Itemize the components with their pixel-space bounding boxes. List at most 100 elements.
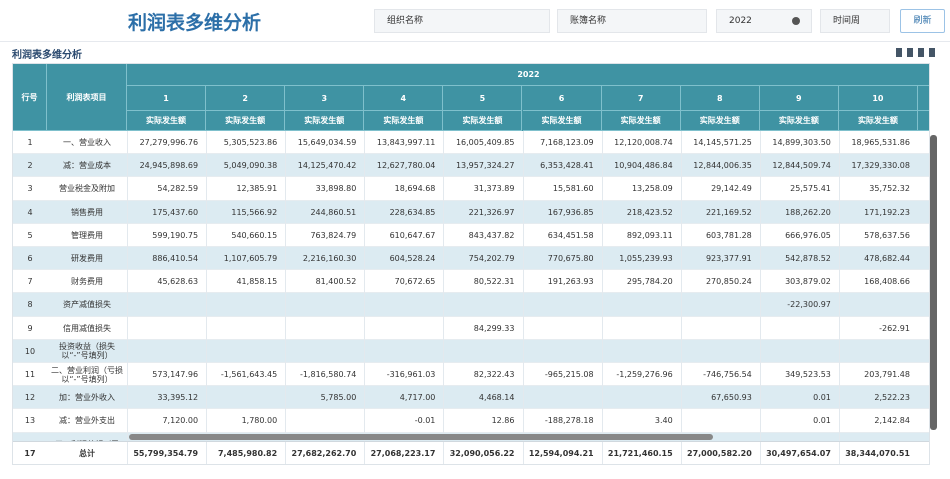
row-no: 11: [24, 370, 36, 380]
table: 行号 利润表项目 2022 1 实际发生额 2 实际发生额 3 实际发生额 4 实际发生额 5 实际发生…: [12, 63, 930, 465]
value-cell: 218,423.52: [601, 200, 681, 224]
value-cell: 14,125,470.42: [285, 154, 364, 178]
value-cell: 175,437.60: [127, 200, 206, 224]
value-cell: [285, 316, 364, 340]
row-item: 信用减值损失: [63, 323, 111, 333]
value-cell: -188,278.18: [522, 409, 602, 433]
refresh-button[interactable]: 刷新: [900, 9, 945, 33]
value-cell: 38,344,070.51: [838, 442, 918, 464]
value-cell: [364, 293, 443, 317]
value-cell: 3.40: [601, 409, 681, 433]
row-no: 4: [27, 207, 33, 217]
row-no: 3: [27, 184, 33, 194]
value-cell: 188,262.20: [759, 200, 839, 224]
value-cell: 13,957,324.27: [443, 154, 522, 178]
value-cell: 603,781.28: [680, 223, 760, 247]
value-cell: [838, 293, 918, 317]
book-input[interactable]: 账簿名称: [557, 9, 707, 33]
period-header: 10: [838, 86, 918, 111]
h-scrollbar[interactable]: [129, 434, 713, 440]
value-cell: 7,485,980.82: [206, 442, 285, 464]
value-cell: [601, 339, 681, 363]
value-cell: 84,299.33: [443, 316, 522, 340]
value-cell: 578,637.56: [838, 223, 918, 247]
value-cell: -1,259,276.96: [601, 363, 681, 387]
value-cell: 1,780.00: [206, 409, 285, 433]
value-cell: 12,120,008.74: [601, 131, 681, 155]
value-cell: 18,694.68: [364, 177, 443, 201]
value-cell: 5,785.00: [285, 386, 364, 410]
v-scrollbar[interactable]: [930, 135, 937, 430]
value-cell: 892,093.11: [601, 223, 681, 247]
value-cell: 542,878.52: [759, 247, 839, 271]
row-bg: [13, 363, 929, 387]
value-cell: [127, 339, 206, 363]
row-item: 营业税金及附加: [59, 184, 115, 194]
value-cell: 5,305,523.86: [206, 131, 285, 155]
row-bg: [13, 442, 929, 464]
period-header: 6: [522, 86, 602, 111]
value-cell: 754,202.79: [443, 247, 522, 271]
value-cell: 2,522.23: [838, 386, 918, 410]
value-cell: [680, 293, 760, 317]
period-header: 2: [206, 86, 286, 111]
row-item: 销售费用: [71, 207, 103, 217]
value-cell: [680, 316, 760, 340]
value-cell: 540,660.15: [206, 223, 285, 247]
org-input[interactable]: 组织名称: [374, 9, 550, 33]
row-bg: [13, 386, 929, 410]
value-cell: 70,672.65: [364, 270, 443, 294]
value-cell: 6,353,428.41: [522, 154, 602, 178]
measure-header: [918, 111, 929, 131]
value-cell: [206, 386, 285, 410]
clear-icon[interactable]: [792, 17, 800, 25]
value-cell: 14,145,571.25: [680, 131, 760, 155]
value-cell: [680, 409, 760, 433]
value-cell: [759, 316, 839, 340]
value-cell: [522, 293, 602, 317]
value-cell: 81,400.52: [285, 270, 364, 294]
value-cell: -746,756.54: [680, 363, 760, 387]
period-input[interactable]: 时间周: [820, 9, 890, 33]
page-title: 利润表多维分析: [128, 12, 262, 34]
row-item: 资产减值损失: [63, 300, 111, 310]
value-cell: -1,816,580.74: [285, 363, 364, 387]
period-header: 9: [759, 86, 839, 111]
value-cell: -316,961.03: [364, 363, 443, 387]
value-cell: 41,858.15: [206, 270, 285, 294]
measure-header: 实际发生额: [443, 111, 523, 131]
value-cell: [443, 293, 522, 317]
value-cell: 12.86: [443, 409, 522, 433]
value-cell: -1,561,643.45: [206, 363, 285, 387]
value-cell: 843,437.82: [443, 223, 522, 247]
value-cell: -965,215.08: [522, 363, 602, 387]
value-cell: [364, 339, 443, 363]
period-header: 7: [601, 86, 681, 111]
row-item: 财务费用: [71, 277, 103, 287]
panel-icons[interactable]: [896, 48, 938, 57]
measure-header: 实际发生额: [838, 111, 918, 131]
year-input[interactable]: 2022: [716, 9, 812, 33]
value-cell: 770,675.80: [522, 247, 602, 271]
value-cell: [759, 339, 839, 363]
value-cell: [522, 339, 602, 363]
value-cell: 604,528.24: [364, 247, 443, 271]
value-cell: 1,107,605.79: [206, 247, 285, 271]
measure-header: 实际发生额: [601, 111, 681, 131]
top-bar: [0, 0, 950, 42]
value-cell: 4,468.14: [443, 386, 522, 410]
value-cell: 16,005,409.85: [443, 131, 522, 155]
value-cell: [206, 339, 285, 363]
value-cell: [680, 339, 760, 363]
row-no: 6: [27, 254, 33, 264]
row-item: 减：营业外支出: [59, 416, 115, 426]
value-cell: [285, 339, 364, 363]
period-header: 8: [680, 86, 760, 111]
value-cell: 31,373.89: [443, 177, 522, 201]
row-no-header: 行号: [13, 64, 47, 131]
year-header: 2022: [127, 64, 929, 86]
value-cell: 244,860.51: [285, 200, 364, 224]
row-item: 管理费用: [71, 230, 103, 240]
value-cell: 25,575.41: [759, 177, 839, 201]
